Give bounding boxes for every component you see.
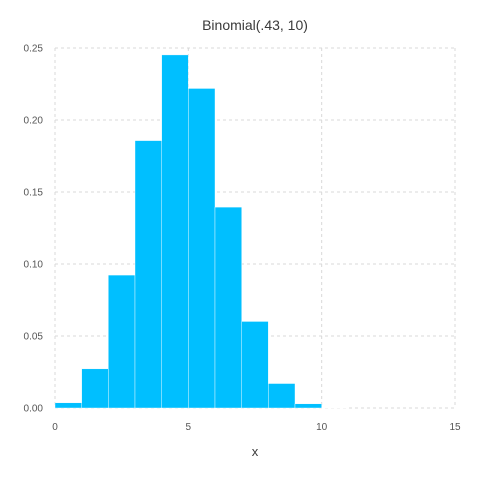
x-tick-label: 15 xyxy=(449,422,461,433)
histogram-bar xyxy=(108,274,136,409)
y-tick-label: 0.20 xyxy=(24,116,44,127)
y-tick-label: 0.15 xyxy=(24,188,44,199)
y-tick-label: 0.25 xyxy=(24,44,44,55)
y-tick-label: 0.05 xyxy=(24,332,44,343)
y-tick-label: 0.00 xyxy=(24,404,44,415)
x-axis-label: x xyxy=(252,444,259,459)
histogram-bar xyxy=(188,88,216,409)
x-tick-label: 5 xyxy=(186,422,192,433)
chart-title: Binomial(.43, 10) xyxy=(202,17,308,33)
histogram-bar xyxy=(241,321,269,409)
histogram-bar xyxy=(294,403,322,409)
histogram-bar xyxy=(134,140,162,409)
x-tick-label: 10 xyxy=(316,422,328,433)
histogram-bar xyxy=(81,368,109,409)
bar-layer xyxy=(54,54,349,409)
histogram-bar xyxy=(54,402,82,409)
histogram-bar xyxy=(161,54,189,409)
tick-layer: 0.00 0.05 0.10 0.15 0.20 0.25 0 5 10 15 xyxy=(24,44,461,434)
histogram-bar xyxy=(268,383,296,409)
y-tick-label: 0.10 xyxy=(24,260,44,271)
x-tick-label: 0 xyxy=(52,422,58,433)
histogram-bar xyxy=(214,206,242,409)
